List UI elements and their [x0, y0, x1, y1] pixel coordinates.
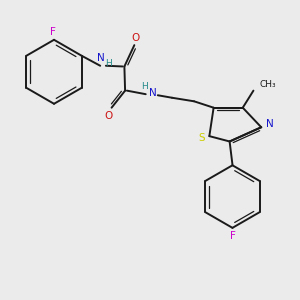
Text: O: O — [132, 33, 140, 43]
Text: H: H — [105, 59, 111, 68]
Text: F: F — [230, 231, 236, 241]
Text: O: O — [105, 110, 113, 121]
Text: S: S — [198, 133, 205, 142]
Text: N: N — [148, 88, 156, 98]
Text: H: H — [141, 82, 148, 91]
Text: N: N — [266, 119, 274, 129]
Text: N: N — [97, 53, 104, 63]
Text: CH₃: CH₃ — [260, 80, 277, 89]
Text: F: F — [50, 27, 56, 37]
